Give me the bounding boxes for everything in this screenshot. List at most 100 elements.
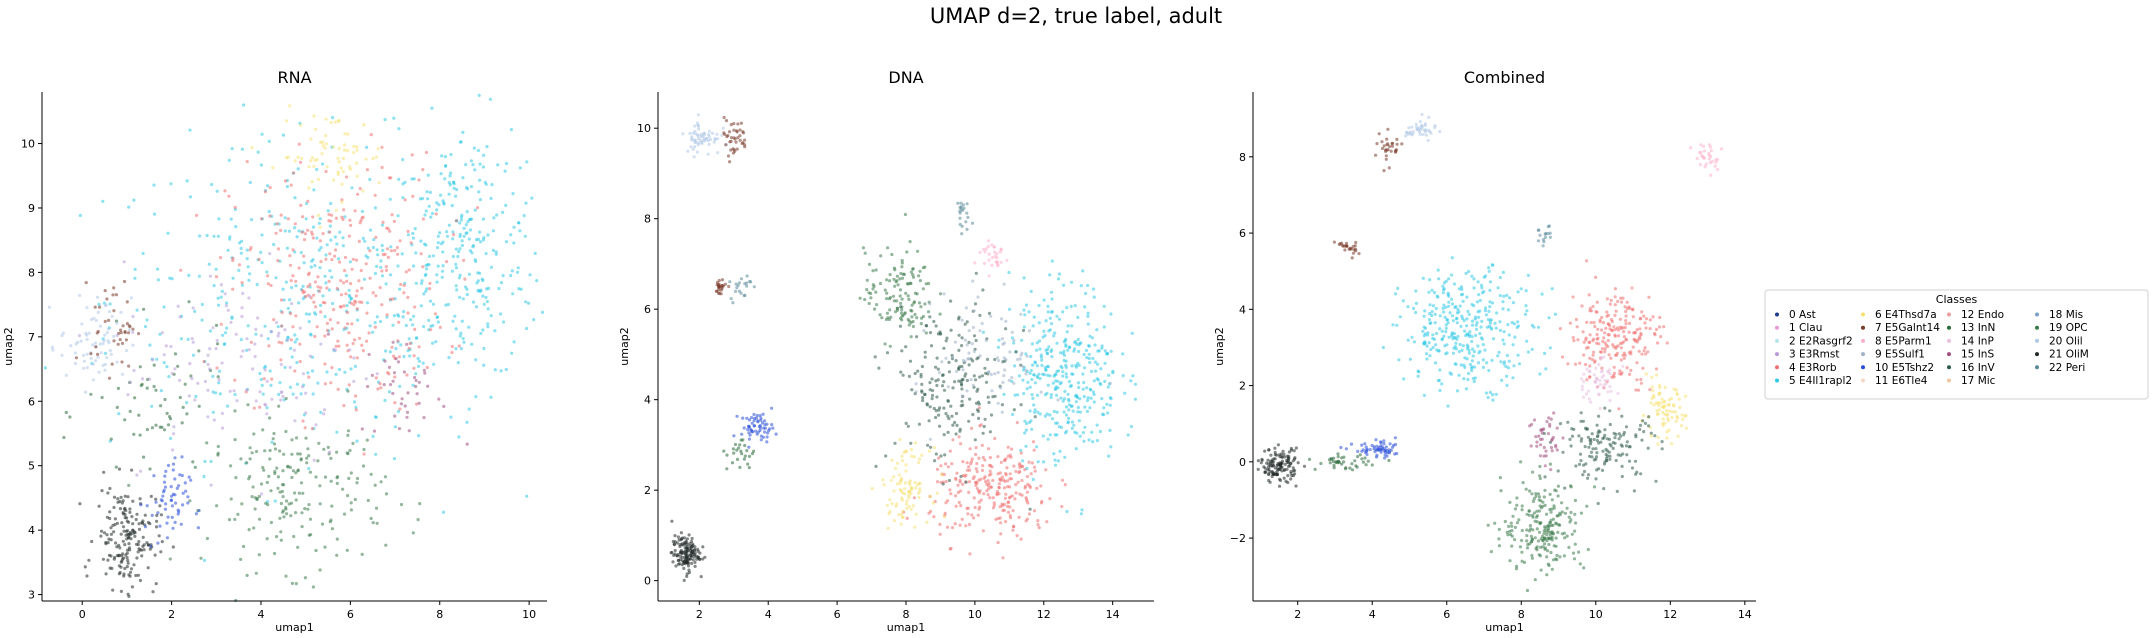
scatter-point <box>1447 277 1451 281</box>
scatter-point <box>1577 434 1581 438</box>
legend-marker <box>1861 312 1865 317</box>
scatter-point <box>927 511 931 515</box>
scatter-point <box>1544 449 1548 453</box>
scatter-point <box>1536 492 1541 496</box>
scatter-point <box>684 546 689 550</box>
scatter-point <box>1675 414 1679 419</box>
scatter-point <box>298 160 303 164</box>
scatter-point <box>176 364 180 368</box>
scatter-point <box>405 415 409 419</box>
scatter-point <box>1060 504 1064 509</box>
scatter-point <box>1418 132 1422 136</box>
scatter-point <box>328 318 332 322</box>
scatter-point <box>494 250 498 254</box>
scatter-point <box>419 239 423 243</box>
scatter-point <box>1025 517 1029 521</box>
x-tick-label: 0 <box>79 608 86 621</box>
scatter-point <box>774 432 778 436</box>
scatter-point <box>976 409 981 413</box>
scatter-point <box>116 497 120 501</box>
scatter-point <box>343 268 347 273</box>
scatter-point <box>1086 314 1090 318</box>
scatter-point <box>1044 319 1048 323</box>
scatter-point <box>396 214 400 218</box>
scatter-point <box>346 389 350 393</box>
scatter-point <box>1654 327 1659 332</box>
scatter-point <box>1379 450 1383 454</box>
scatter-point <box>697 127 701 131</box>
scatter-point <box>137 540 141 544</box>
scatter-point <box>1064 405 1068 409</box>
scatter-point <box>1466 377 1470 382</box>
scatter-point <box>886 246 890 250</box>
scatter-point <box>727 130 732 134</box>
scatter-point <box>337 118 341 122</box>
scatter-point <box>1537 434 1541 438</box>
scatter-point <box>437 203 441 207</box>
scatter-point <box>732 451 736 455</box>
scatter-point <box>1040 499 1044 504</box>
scatter-point <box>1496 286 1500 290</box>
scatter-point <box>431 254 436 258</box>
scatter-point <box>1603 428 1607 432</box>
scatter-point <box>1483 306 1488 310</box>
scatter-point <box>467 325 471 329</box>
scatter-point <box>491 248 495 252</box>
scatter-point <box>297 301 301 305</box>
scatter-point <box>289 302 294 306</box>
scatter-point <box>97 302 101 306</box>
scatter-point <box>976 513 980 517</box>
scatter-point <box>494 252 498 256</box>
scatter-point <box>1524 304 1528 308</box>
scatter-point <box>682 536 687 540</box>
scatter-point <box>1524 289 1528 293</box>
scatter-point <box>525 160 529 164</box>
scatter-point <box>976 295 980 299</box>
scatter-point <box>907 374 912 378</box>
scatter-point <box>318 266 322 270</box>
scatter-point <box>1360 443 1364 447</box>
scatter-point <box>215 504 219 508</box>
scatter-point <box>317 248 321 252</box>
scatter-point <box>1530 347 1534 351</box>
scatter-point <box>1064 372 1068 376</box>
scatter-point <box>101 342 105 346</box>
scatter-point <box>193 465 197 469</box>
scatter-point <box>215 342 220 346</box>
scatter-point <box>126 393 130 397</box>
scatter-point <box>1490 263 1494 267</box>
scatter-point <box>691 147 695 151</box>
scatter-point <box>1007 307 1012 311</box>
scatter-point <box>1503 519 1507 524</box>
scatter-point <box>1330 457 1334 461</box>
scatter-point <box>169 436 173 440</box>
scatter-point <box>1414 301 1418 305</box>
scatter-point <box>136 573 140 577</box>
scatter-point <box>312 114 316 118</box>
scatter-point <box>1078 397 1082 401</box>
scatter-point <box>1596 336 1600 340</box>
legend-label: 9 E5Sulf1 <box>1875 349 1925 361</box>
scatter-point <box>1663 399 1667 403</box>
scatter-point <box>464 231 468 235</box>
scatter-point <box>928 405 932 409</box>
scatter-point <box>448 174 452 178</box>
scatter-point <box>926 310 931 314</box>
scatter-point <box>1461 344 1465 348</box>
scatter-point <box>1608 422 1612 427</box>
scatter-point <box>965 389 969 393</box>
scatter-point <box>1462 363 1466 367</box>
scatter-point <box>449 152 453 157</box>
scatter-point <box>1083 305 1087 309</box>
scatter-point <box>1630 286 1634 290</box>
scatter-point <box>1365 449 1369 454</box>
scatter-point <box>300 525 304 529</box>
scatter-point <box>965 211 969 215</box>
scatter-point <box>735 129 739 133</box>
scatter-point <box>1578 562 1582 566</box>
scatter-point <box>421 265 425 269</box>
scatter-point <box>861 246 866 250</box>
scatter-point <box>758 414 762 418</box>
scatter-point <box>1090 369 1094 373</box>
scatter-point <box>221 333 225 337</box>
